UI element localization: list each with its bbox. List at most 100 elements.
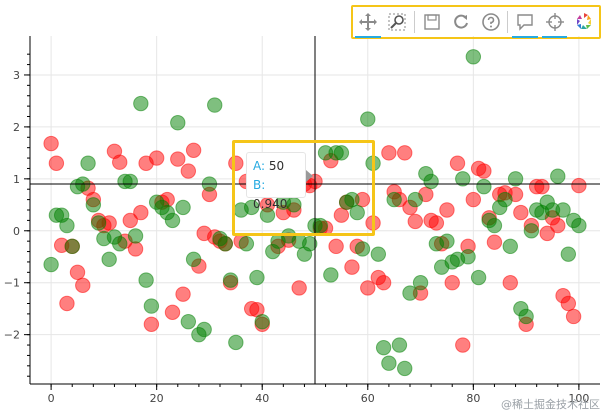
scatter-point bbox=[148, 150, 165, 166]
scatter-point bbox=[112, 236, 128, 252]
scatter-point bbox=[43, 135, 59, 152]
pan-tool[interactable] bbox=[353, 7, 383, 38]
scatter-point bbox=[228, 155, 244, 171]
tooltip-label-b: B: bbox=[253, 178, 266, 192]
scatter-point bbox=[69, 264, 86, 281]
scatter-point bbox=[349, 204, 365, 221]
scatter-point bbox=[560, 295, 577, 312]
scatter-point bbox=[127, 228, 144, 244]
help-tool[interactable] bbox=[476, 7, 506, 37]
toolbar bbox=[351, 5, 601, 39]
scatter-point bbox=[133, 204, 149, 221]
scatter-point bbox=[228, 334, 244, 351]
crosshair bbox=[30, 36, 600, 384]
scatter-point bbox=[75, 277, 91, 294]
box-zoom-tool[interactable] bbox=[383, 7, 413, 37]
hover-tool[interactable] bbox=[510, 7, 540, 38]
scatter-point bbox=[360, 111, 376, 127]
scatter-point bbox=[523, 223, 540, 239]
y-tick-label: 3 bbox=[13, 69, 20, 82]
scatter-point bbox=[476, 178, 492, 195]
y-tick-label: 2 bbox=[13, 121, 20, 134]
save-icon bbox=[424, 14, 440, 30]
scatter-point bbox=[370, 246, 387, 262]
scatter-point bbox=[312, 217, 328, 234]
crosshair-tool[interactable] bbox=[540, 7, 570, 38]
scatter-point bbox=[375, 339, 392, 356]
x-tick-label: 80 bbox=[466, 392, 480, 405]
scatter-point bbox=[164, 304, 181, 321]
scatter-point bbox=[243, 199, 260, 216]
scatter-point bbox=[455, 337, 471, 353]
scatter-point bbox=[565, 308, 582, 325]
scatter-point bbox=[555, 202, 571, 218]
axes: 0 20 40 60 80 100 −2 −1 0 1 2 3 bbox=[4, 36, 600, 405]
scatter-point bbox=[80, 155, 96, 171]
scatter-point bbox=[571, 217, 587, 234]
crosshair-icon bbox=[545, 13, 564, 31]
scatter-point bbox=[127, 241, 144, 257]
scatter-point bbox=[518, 308, 534, 325]
scatter-point bbox=[407, 191, 423, 208]
scatter-point bbox=[407, 213, 423, 230]
scatter-point bbox=[354, 241, 371, 257]
scatter-point bbox=[497, 191, 513, 208]
scatter-point bbox=[323, 267, 339, 283]
scatter-point bbox=[175, 199, 191, 216]
scatter-point bbox=[375, 275, 392, 291]
scatter-point bbox=[460, 249, 476, 265]
tooltip-value-a: 50 bbox=[268, 159, 285, 173]
toolbar-separator bbox=[414, 11, 415, 33]
x-tick-label: 0 bbox=[48, 392, 55, 405]
scatter-point bbox=[513, 204, 529, 221]
scatter-point bbox=[344, 259, 360, 275]
scatter-point bbox=[59, 217, 75, 234]
scatter-point bbox=[571, 177, 587, 194]
scatter-point bbox=[470, 269, 487, 286]
hover-icon bbox=[517, 14, 533, 31]
save-tool[interactable] bbox=[417, 7, 447, 37]
scatter-point bbox=[465, 191, 482, 208]
scatter-point bbox=[381, 355, 397, 371]
scatter-point bbox=[449, 155, 466, 171]
scatter-point bbox=[344, 191, 360, 208]
scatter-point bbox=[412, 275, 429, 291]
scatter-point bbox=[397, 145, 413, 161]
scatter-point bbox=[133, 95, 149, 112]
x-tick-label: 40 bbox=[255, 392, 269, 405]
scatter-point bbox=[550, 168, 566, 184]
scatter-point bbox=[550, 217, 566, 234]
scatter-point bbox=[386, 191, 402, 208]
scatter-point bbox=[402, 285, 418, 301]
tooltip-row-a: A: 50 bbox=[253, 157, 299, 176]
scatter-point bbox=[185, 251, 202, 268]
scatter-point bbox=[397, 360, 413, 377]
toolbar-separator bbox=[507, 11, 509, 33]
tooltip-label-a: A: bbox=[253, 159, 266, 173]
scatter-point bbox=[333, 145, 350, 161]
scatter-point bbox=[185, 142, 202, 158]
scatter-point bbox=[180, 163, 197, 179]
scatter-point bbox=[196, 321, 212, 338]
tooltip-pointer bbox=[306, 170, 313, 182]
scatter-point bbox=[455, 171, 471, 187]
scatter-point bbox=[560, 246, 577, 262]
scatter-point bbox=[164, 212, 181, 229]
scatter-point bbox=[507, 171, 524, 187]
scatter-point bbox=[90, 215, 107, 231]
scatter-point bbox=[534, 178, 550, 195]
scatter-point bbox=[486, 234, 503, 250]
scatter-point bbox=[170, 151, 186, 167]
scatter-point bbox=[365, 215, 381, 231]
scatter-point bbox=[143, 298, 160, 314]
reset-tool[interactable] bbox=[446, 7, 476, 37]
scatter-point bbox=[302, 236, 318, 252]
scatter-point bbox=[439, 202, 455, 218]
scatter-point bbox=[439, 233, 455, 249]
scatter-point bbox=[175, 286, 191, 302]
bokeh-logo-link[interactable] bbox=[569, 7, 599, 37]
y-tick-label: 0 bbox=[13, 225, 20, 238]
scatter-point bbox=[170, 115, 186, 131]
scatter-point bbox=[112, 154, 128, 170]
